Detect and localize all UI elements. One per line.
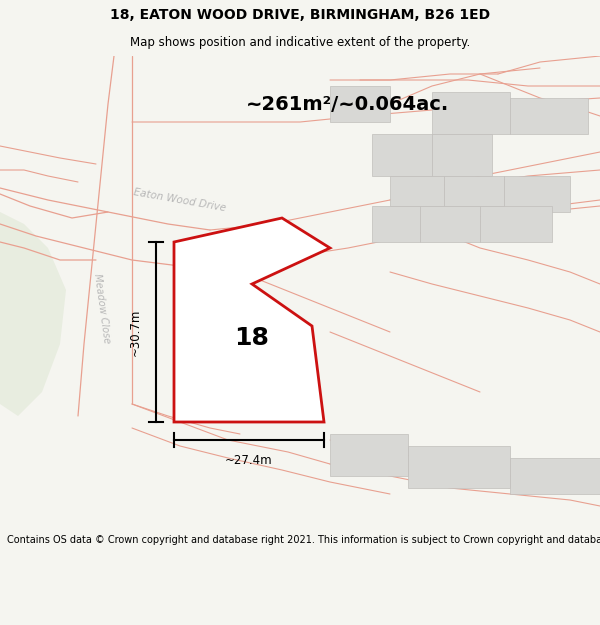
Polygon shape: [420, 206, 480, 242]
Text: 18, EATON WOOD DRIVE, BIRMINGHAM, B26 1ED: 18, EATON WOOD DRIVE, BIRMINGHAM, B26 1E…: [110, 8, 490, 22]
Text: ~261m²/~0.064ac.: ~261m²/~0.064ac.: [247, 94, 449, 114]
Polygon shape: [432, 92, 510, 134]
Polygon shape: [480, 206, 552, 242]
Text: 18: 18: [235, 326, 269, 350]
Polygon shape: [174, 254, 234, 290]
Text: Eaton Wood Drive: Eaton Wood Drive: [133, 187, 227, 213]
Polygon shape: [444, 176, 504, 206]
Polygon shape: [408, 446, 510, 488]
Polygon shape: [0, 212, 66, 416]
Polygon shape: [174, 218, 330, 422]
Polygon shape: [510, 458, 600, 494]
Text: Map shows position and indicative extent of the property.: Map shows position and indicative extent…: [130, 36, 470, 49]
Polygon shape: [330, 86, 390, 122]
Text: ~27.4m: ~27.4m: [225, 454, 273, 468]
Text: Contains OS data © Crown copyright and database right 2021. This information is : Contains OS data © Crown copyright and d…: [7, 535, 600, 545]
Text: ~30.7m: ~30.7m: [128, 308, 142, 356]
Text: Meadow Close: Meadow Close: [92, 272, 112, 344]
Polygon shape: [504, 176, 570, 212]
Polygon shape: [510, 98, 588, 134]
Polygon shape: [432, 134, 492, 176]
Polygon shape: [372, 206, 420, 242]
Polygon shape: [330, 434, 408, 476]
Polygon shape: [180, 296, 246, 350]
Polygon shape: [372, 134, 432, 176]
Polygon shape: [390, 176, 444, 206]
